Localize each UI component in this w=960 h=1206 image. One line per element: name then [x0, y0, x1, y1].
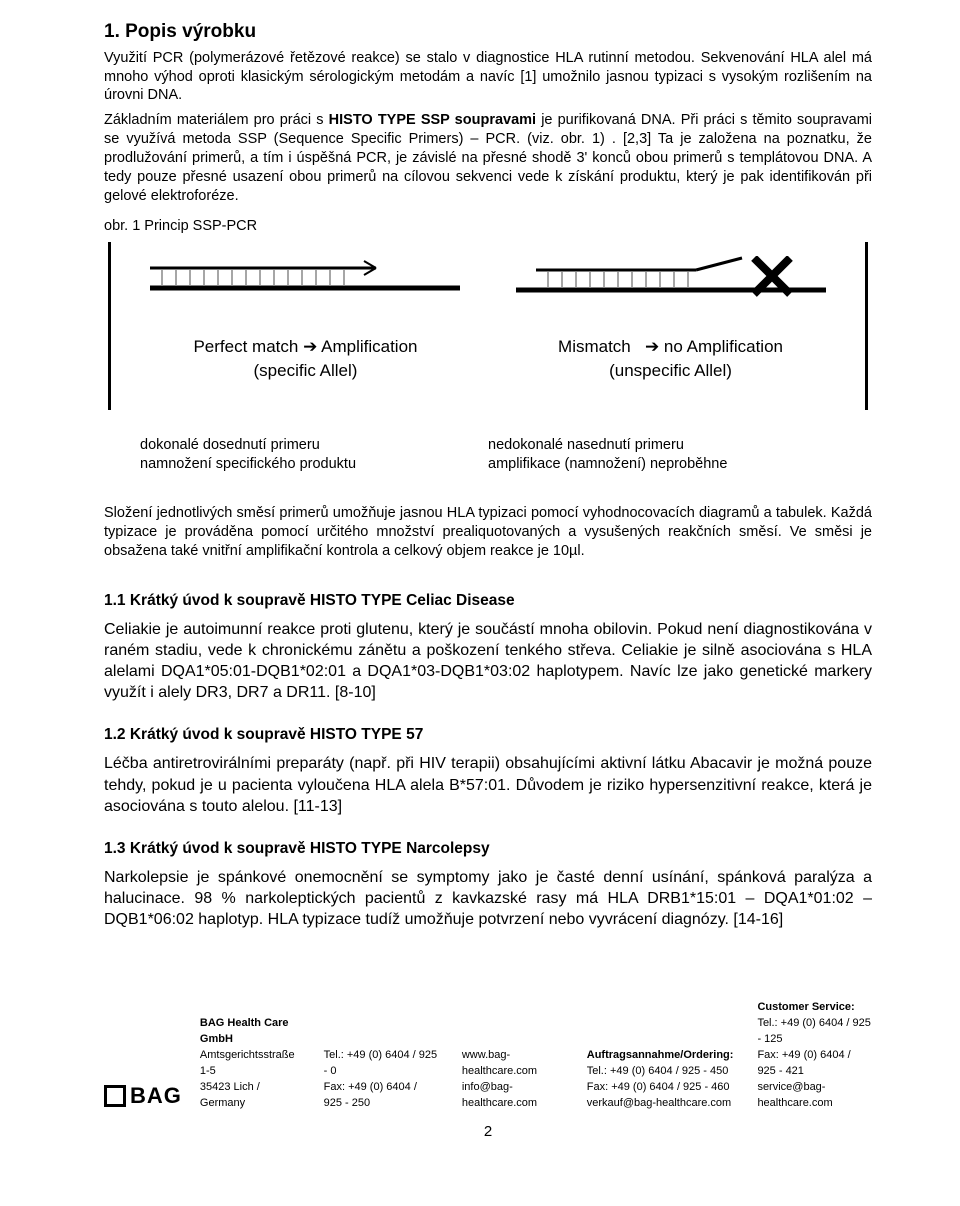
footer-city: 35423 Lich / Germany [200, 1080, 300, 1112]
section-1-3-body: Narkolepsie je spánkové onemocnění se sy… [104, 867, 872, 930]
footer-service-tel: Tel.: +49 (0) 6404 / 925 - 125 [757, 1016, 872, 1048]
footer-ordering-email: verkauf@bag-healthcare.com [587, 1096, 734, 1112]
footer-company: BAG Health Care GmbH [200, 1016, 300, 1048]
section-1-2-body: Léčba antiretrovirálními preparáty (např… [104, 753, 872, 816]
mm-text-b: no Amplification [664, 337, 783, 356]
bag-logo-icon [104, 1085, 126, 1107]
bag-logo: BAG [104, 1080, 182, 1112]
footer-www: www.bag-healthcare.com [462, 1048, 563, 1080]
legend-left-2: namnožení specifického produktu [140, 455, 488, 474]
section-1-para2: Základním materiálem pro práci s HISTO T… [104, 111, 872, 205]
arrow-icon: ➔ [303, 337, 317, 356]
mismatch-diagram [502, 256, 839, 312]
para-3: Složení jednotlivých směsí primerů umožň… [104, 504, 872, 561]
para2-a: Základním materiálem pro práci s [104, 112, 329, 128]
pm-text-a: Perfect match [193, 337, 303, 356]
footer-col-web: www.bag-healthcare.com info@bag-healthca… [462, 1032, 563, 1112]
section-1-para1: Využití PCR (polymerázové řetězové reakc… [104, 49, 872, 106]
arrow-icon: ➔ [645, 337, 659, 356]
mm-text-a: Mismatch [558, 337, 631, 356]
perfect-match-diagram [137, 256, 474, 312]
footer-col-address: BAG Health Care GmbH Amtsgerichtsstraße … [200, 1016, 300, 1112]
footer-street: Amtsgerichtsstraße 1-5 [200, 1048, 300, 1080]
perfect-match-label: Perfect match ➔ Amplification (specific … [137, 336, 474, 382]
mm-sub: (unspecific Allel) [502, 360, 839, 382]
footer-col-ordering: Auftragsannahme/Ordering: Tel.: +49 (0) … [587, 1048, 734, 1112]
section-1-1-body: Celiakie je autoimunní reakce proti glut… [104, 619, 872, 703]
para2-bold: HISTO TYPE SSP soupravami [329, 112, 536, 128]
ssp-pcr-figure: Perfect match ➔ Amplification (specific … [108, 242, 868, 410]
footer-email: info@bag-healthcare.com [462, 1080, 563, 1112]
page-footer: BAG BAG Health Care GmbH Amtsgerichtsstr… [104, 1000, 872, 1112]
figure-caption: obr. 1 Princip SSP-PCR [104, 217, 872, 236]
legend-right-1: nedokonalé nasednutí primeru [488, 436, 836, 455]
mismatch-label: Mismatch ➔ no Amplification (unspecific … [502, 336, 839, 382]
footer-ordering-tel: Tel.: +49 (0) 6404 / 925 - 450 [587, 1064, 734, 1080]
legend-left-1: dokonalé dosednutí primeru [140, 436, 488, 455]
bag-logo-text: BAG [130, 1080, 182, 1112]
section-1-2-title: 1.2 Krátký úvod k soupravě HISTO TYPE 57 [104, 725, 872, 745]
pm-sub: (specific Allel) [137, 360, 474, 382]
footer-ordering-head: Auftragsannahme/Ordering: [587, 1048, 734, 1064]
pm-text-b: Amplification [321, 337, 417, 356]
page-number: 2 [104, 1122, 872, 1142]
footer-tel: Tel.: +49 (0) 6404 / 925 - 0 [324, 1048, 438, 1080]
figure-legend: dokonalé dosednutí primeru namnožení spe… [140, 436, 836, 474]
footer-service-head: Customer Service: [757, 1000, 872, 1016]
section-1-3-title: 1.3 Krátký úvod k soupravě HISTO TYPE Na… [104, 839, 872, 859]
footer-fax: Fax: +49 (0) 6404 / 925 - 250 [324, 1080, 438, 1112]
section-1-title: 1. Popis výrobku [104, 20, 872, 45]
footer-service-fax: Fax: +49 (0) 6404 / 925 - 421 [757, 1048, 872, 1080]
footer-col-service: Customer Service: Tel.: +49 (0) 6404 / 9… [757, 1000, 872, 1112]
section-1-1-title: 1.1 Krátký úvod k soupravě HISTO TYPE Ce… [104, 591, 872, 611]
footer-col-phone: Tel.: +49 (0) 6404 / 925 - 0 Fax: +49 (0… [324, 1032, 438, 1112]
legend-right-2: amplifikace (namnožení) neproběhne [488, 455, 836, 474]
footer-service-email: service@bag-healthcare.com [757, 1080, 872, 1112]
footer-ordering-fax: Fax: +49 (0) 6404 / 925 - 460 [587, 1080, 734, 1096]
footer-blank [462, 1032, 563, 1048]
footer-blank [324, 1032, 438, 1048]
